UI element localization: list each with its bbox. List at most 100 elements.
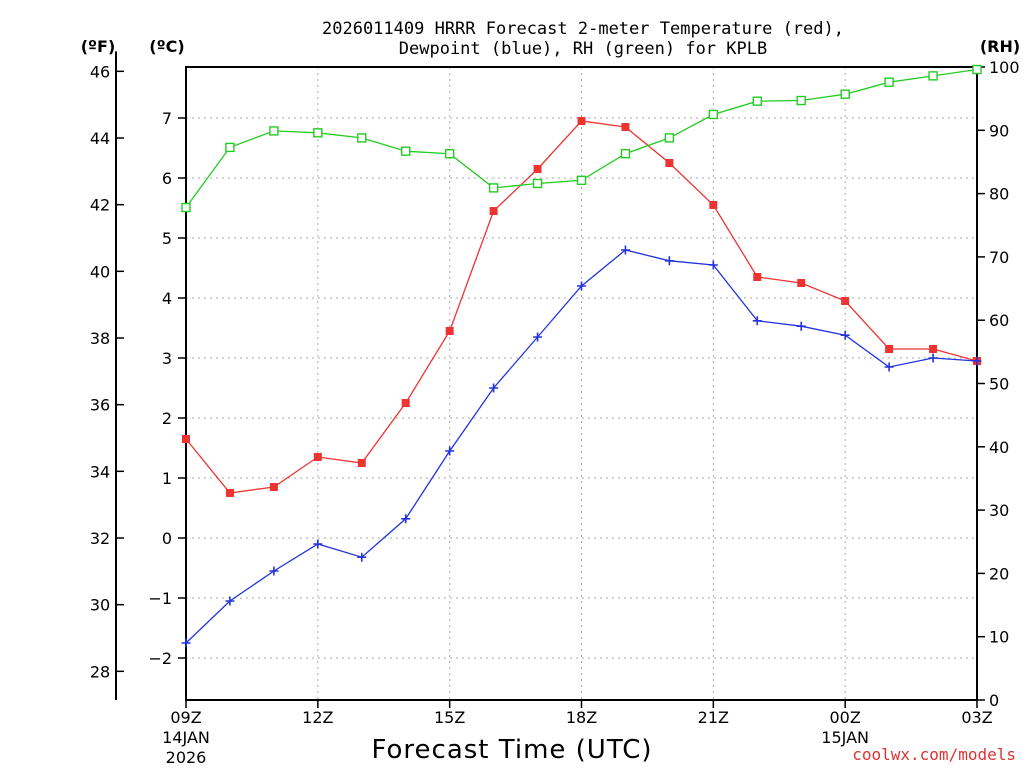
rh-tick-label: 70 bbox=[989, 248, 1009, 267]
temperature-point bbox=[753, 273, 762, 281]
rh-point bbox=[401, 146, 411, 156]
dewpoint-point bbox=[928, 353, 938, 363]
rh-point bbox=[840, 89, 850, 99]
x-tick-date-label: 15JAN bbox=[821, 728, 869, 747]
rh-line bbox=[185, 68, 978, 208]
rh-point bbox=[181, 202, 191, 213]
celsius-tick-label: 5 bbox=[162, 229, 172, 248]
celsius-tick-label: 7 bbox=[162, 109, 172, 128]
fahrenheit-tick-label: 42 bbox=[90, 196, 110, 215]
rh-tick-label: 0 bbox=[989, 691, 999, 710]
temperature-point bbox=[269, 483, 278, 491]
rh-point bbox=[972, 64, 982, 75]
x-tick-label: 00Z bbox=[830, 708, 861, 727]
rh-point bbox=[664, 133, 675, 143]
rh-point bbox=[269, 126, 279, 136]
temperature-point bbox=[577, 117, 586, 125]
rh-point bbox=[225, 142, 235, 153]
fahrenheit-tick-label: 40 bbox=[90, 262, 110, 281]
x-tick-date-label: 14JAN bbox=[162, 728, 210, 747]
rh-point bbox=[752, 96, 762, 106]
temperature-point bbox=[401, 399, 410, 407]
x-tick-label: 03Z bbox=[961, 708, 992, 727]
fahrenheit-tick-label: 34 bbox=[90, 462, 110, 481]
rh-point bbox=[708, 109, 719, 120]
celsius-unit-label: (ºC) bbox=[149, 37, 184, 56]
dewpoint-point bbox=[796, 321, 806, 331]
celsius-tick-label: 4 bbox=[162, 289, 172, 308]
credit-label: coolwx.com/models bbox=[852, 745, 1016, 764]
temperature-point bbox=[797, 279, 806, 287]
temperature-point bbox=[709, 201, 718, 209]
rh-tick-label: 80 bbox=[989, 185, 1009, 204]
rh-unit-label: (RH) bbox=[980, 37, 1020, 56]
fahrenheit-tick-label: 36 bbox=[90, 396, 110, 415]
dewpoint-point bbox=[533, 332, 543, 342]
x-tick-label: 09Z bbox=[170, 708, 201, 727]
dewpoint-point bbox=[752, 316, 762, 326]
rh-tick-label: 100 bbox=[989, 58, 1020, 77]
x-axis-label: Forecast Time (UTC) bbox=[371, 735, 652, 765]
x-tick-label: 21Z bbox=[698, 708, 729, 727]
rh-point bbox=[444, 149, 455, 159]
rh-point bbox=[313, 128, 323, 138]
tick-labels: −2−1012345672830323436384042444601020304… bbox=[90, 58, 1020, 767]
temperature-point bbox=[621, 123, 630, 131]
fahrenheit-tick-label: 38 bbox=[90, 329, 110, 348]
rh-tick-label: 30 bbox=[989, 501, 1009, 520]
fahrenheit-tick-label: 46 bbox=[90, 62, 110, 81]
temperature-point bbox=[489, 207, 498, 215]
dewpoint-point bbox=[577, 281, 586, 291]
dewpoint-point bbox=[884, 362, 894, 372]
rh-point bbox=[928, 71, 938, 81]
rh-point bbox=[532, 178, 543, 189]
temperature-point bbox=[225, 489, 234, 497]
x-tick-year-label: 2026 bbox=[166, 748, 207, 767]
rh-tick-label: 40 bbox=[989, 438, 1009, 457]
celsius-tick-label: 2 bbox=[162, 409, 172, 428]
temperature-point bbox=[313, 453, 322, 461]
rh-point bbox=[884, 77, 894, 87]
celsius-tick-label: −1 bbox=[148, 589, 172, 608]
temperature-point bbox=[533, 165, 542, 173]
x-tick-label: 15Z bbox=[434, 708, 465, 727]
temperature-point bbox=[445, 327, 454, 335]
temperature-point bbox=[182, 435, 190, 443]
dewpoint-point bbox=[664, 256, 674, 266]
celsius-tick-label: 3 bbox=[162, 349, 172, 368]
grid bbox=[186, 67, 977, 700]
dewpoint-point bbox=[181, 638, 191, 648]
x-tick-label: 18Z bbox=[566, 708, 597, 727]
dewpoint-point bbox=[840, 330, 850, 340]
rh-point bbox=[576, 175, 587, 186]
temperature-point bbox=[885, 345, 894, 353]
fahrenheit-tick-label: 28 bbox=[90, 662, 110, 681]
series bbox=[181, 64, 982, 648]
temperature-point bbox=[357, 459, 366, 467]
rh-point bbox=[488, 183, 499, 193]
rh-tick-label: 90 bbox=[989, 121, 1009, 140]
celsius-tick-label: −2 bbox=[148, 649, 172, 668]
celsius-tick-label: 0 bbox=[162, 529, 172, 548]
rh-point bbox=[620, 149, 631, 159]
temperature-point bbox=[665, 159, 674, 167]
dewpoint-point bbox=[357, 552, 367, 562]
rh-tick-label: 60 bbox=[989, 311, 1009, 330]
fahrenheit-unit-label: (ºF) bbox=[81, 37, 116, 56]
dewpoint-point bbox=[708, 260, 718, 270]
dewpoint-point bbox=[401, 514, 411, 524]
celsius-tick-label: 1 bbox=[162, 469, 172, 488]
dewpoint-point bbox=[972, 356, 982, 366]
axes bbox=[115, 51, 985, 708]
fahrenheit-tick-label: 44 bbox=[90, 129, 110, 148]
rh-tick-label: 20 bbox=[989, 564, 1009, 583]
chart-title-line2: Dewpoint (blue), RH (green) for KPLB bbox=[399, 39, 767, 59]
dewpoint-point bbox=[489, 383, 499, 393]
dewpoint-point bbox=[445, 446, 455, 456]
temperature-point bbox=[841, 297, 850, 305]
fahrenheit-tick-label: 32 bbox=[90, 529, 110, 548]
dewpoint-point bbox=[269, 566, 279, 576]
x-tick-label: 12Z bbox=[302, 708, 333, 727]
dewpoint-point bbox=[225, 596, 235, 606]
